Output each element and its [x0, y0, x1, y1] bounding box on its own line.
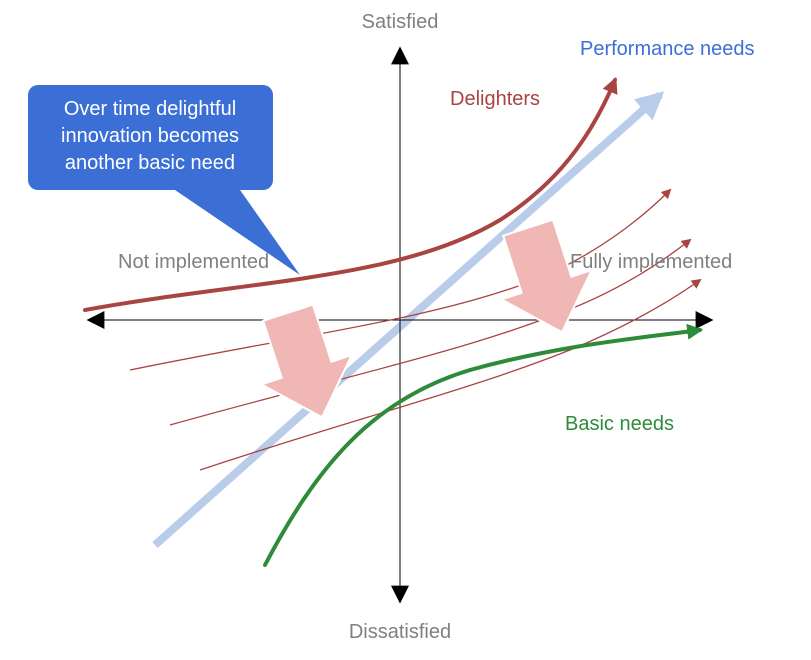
- basic-needs-label: Basic needs: [565, 413, 674, 435]
- delighters-label: Delighters: [450, 88, 540, 110]
- axis-label-left: Not implemented: [118, 251, 269, 273]
- axis-label-bottom: Dissatisfied: [349, 621, 451, 643]
- callout-box: Over time delightful innovation becomes an…: [28, 85, 300, 275]
- axis-label-right: Fully implemented: [570, 251, 732, 273]
- performance-label: Performance needs: [580, 38, 755, 60]
- axis-label-top: Satisfied: [362, 11, 439, 33]
- callout-text-line: innovation becomes: [61, 125, 239, 147]
- callout-text-line: Over time delightful: [64, 98, 236, 120]
- kano-diagram: Over time delightful innovation becomes an…: [0, 0, 811, 660]
- callout-text-line: another basic need: [65, 152, 235, 174]
